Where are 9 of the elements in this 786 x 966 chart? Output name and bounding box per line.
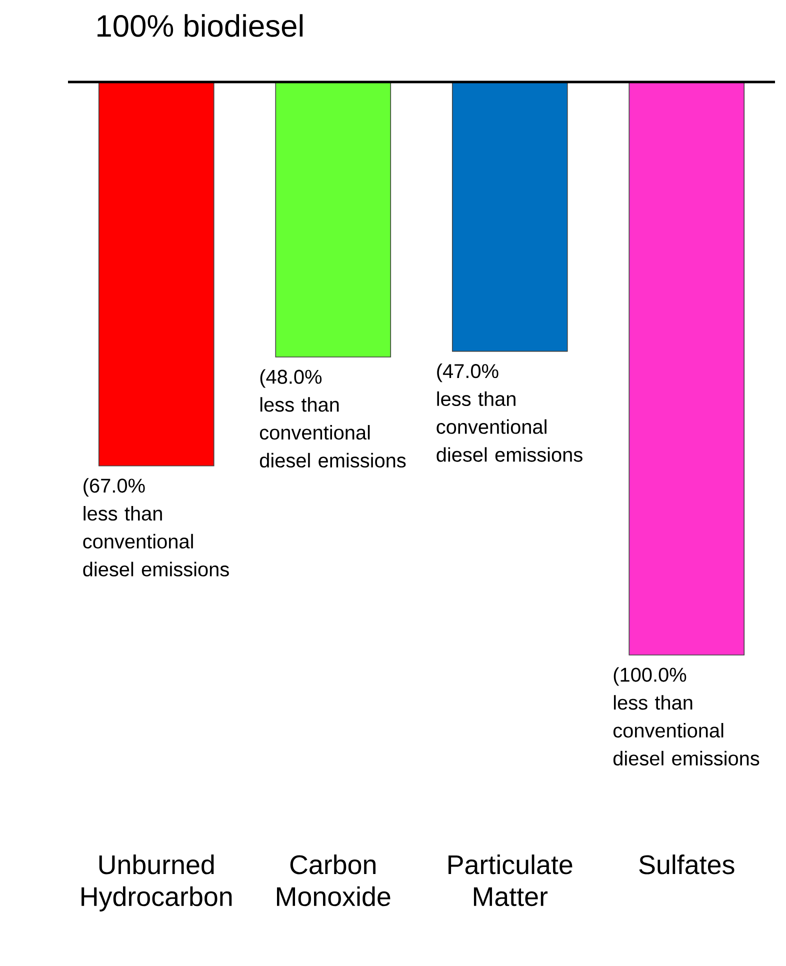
x-tick-label: Sulfates (639, 854, 734, 874)
data-label: (100.0% less than conventional diesel emissions (613, 667, 760, 766)
data-label: (47.0% less than conventional diesel emissions (436, 364, 582, 462)
data-label: (48.0% less than conventional diesel emissions (260, 369, 406, 468)
data-label: (67.0% less than conventional diesel emissions (83, 478, 229, 576)
x-tick-label: Unburned Hydrocarbon (82, 854, 232, 912)
chart-title: 100% biodiesel (98, 14, 303, 37)
x-tick-label: Particulate Matter (448, 854, 572, 906)
x-tick-label: Carbon Monoxide (277, 854, 390, 906)
